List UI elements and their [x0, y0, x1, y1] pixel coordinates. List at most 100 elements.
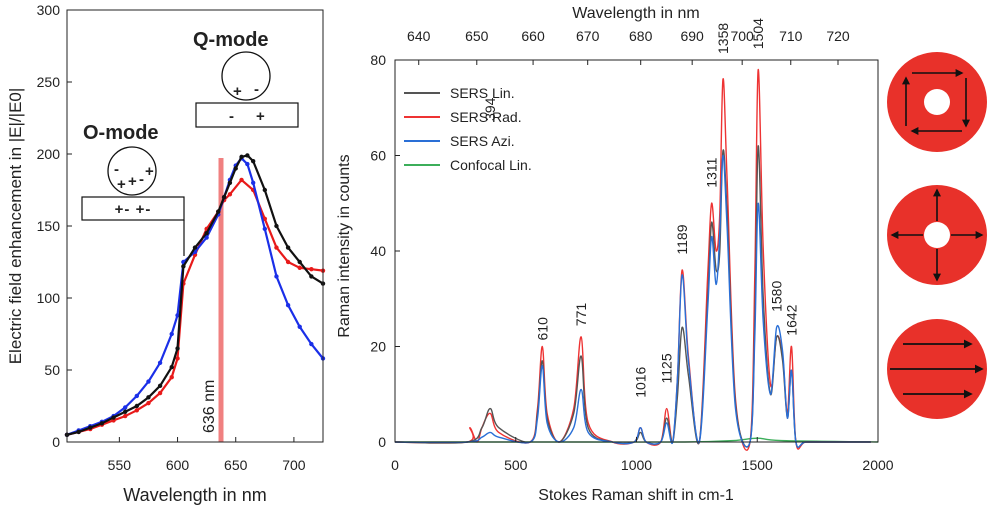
o-mode-charge: + [145, 163, 154, 180]
enhancement-data-point [157, 390, 163, 396]
enhancement-data-point [239, 154, 244, 160]
enhancement-data-point [309, 267, 314, 272]
enhancement-data-point [146, 395, 151, 400]
right-top-tick-label: 700 [730, 28, 754, 44]
field-enhancement-chart: 636 nm 550 600 650 700 0 50 100 150 200 250 300 W… [6, 2, 326, 505]
right-x-ticks: 0 500 1000 1500 2000 [391, 437, 894, 473]
right-top-tick-label: 660 [521, 28, 545, 44]
o-mode-charge: - [114, 161, 119, 178]
o-mode-charge: + [128, 173, 137, 190]
right-y-ticks: 0 20 40 60 80 [370, 52, 400, 450]
enhancement-data-point [134, 403, 140, 409]
peak-label: 610 [534, 317, 550, 341]
right-x-tick-label: 1500 [742, 457, 773, 473]
enhancement-data-point [169, 331, 174, 337]
left-y-tick-label: 300 [37, 2, 61, 18]
peak-label: 771 [573, 303, 589, 327]
enhancement-data-point [227, 192, 233, 197]
enhancement-data-point [297, 265, 302, 270]
left-x-tick-label: 700 [282, 457, 306, 473]
right-y-tick-label: 80 [370, 52, 386, 68]
left-x-tick-label: 600 [166, 457, 190, 473]
enhancement-data-point [227, 180, 233, 185]
enhancement-data-point [233, 166, 238, 171]
left-x-axis-label: Wavelength in nm [123, 485, 266, 505]
enhancement-data-point [274, 274, 279, 279]
peak-label: 1189 [674, 224, 690, 254]
enhancement-data-point [181, 264, 186, 269]
enhancement-data-point [216, 209, 221, 214]
enhancement-data-point [285, 245, 291, 250]
enhancement-data-point [221, 195, 227, 200]
q-mode-inset: Q-mode + - - + [193, 29, 299, 128]
left-y-tick-label: 50 [44, 362, 60, 378]
field-enhancement-series [64, 153, 326, 437]
o-mode-title: O-mode [83, 122, 159, 144]
linear-polarization-icon [887, 319, 987, 419]
enhancement-data-point [175, 346, 180, 351]
peak-label: 1125 [659, 353, 675, 383]
right-y-tick-label: 20 [370, 339, 386, 355]
right-top-tick-label: 710 [779, 28, 803, 44]
right-y-tick-label: 0 [378, 434, 386, 450]
enhancement-data-point [250, 180, 256, 185]
o-mode-sphere [107, 146, 157, 196]
enhancement-data-point [309, 274, 314, 279]
left-y-axis-label: Electric field enhancement in |E|/|E0| [6, 88, 25, 365]
enhancement-data-point [134, 408, 140, 413]
enhancement-data-point [285, 303, 291, 308]
laser-label: 636 nm [201, 380, 218, 433]
enhancement-data-point [175, 356, 180, 361]
enhancement-data-point [309, 341, 314, 347]
enhancement-data-point [245, 153, 250, 158]
peak-label: 1311 [704, 157, 720, 187]
left-y-tick-label: 150 [37, 218, 61, 234]
left-y-tick-label: 100 [37, 290, 61, 306]
q-mode-sphere [221, 51, 271, 101]
right-top-tick-label: 720 [826, 28, 850, 44]
right-top-tick-label: 670 [576, 28, 600, 44]
enhancement-data-point [192, 245, 198, 250]
q-mode-title: Q-mode [193, 29, 269, 51]
enhancement-data-point [157, 383, 163, 389]
o-mode-charge: + [117, 176, 126, 193]
enhancement-data-point [274, 223, 279, 229]
right-x-tick-label: 500 [504, 457, 528, 473]
peak-label: 1580 [769, 281, 785, 312]
q-mode-charge: - [254, 81, 259, 98]
enhancement-data-point [274, 245, 279, 250]
enhancement-data-point [157, 360, 163, 365]
q-mode-charge: + [233, 83, 242, 100]
enhancement-data-point [88, 425, 93, 430]
peak-labels: 394 610 771 1016 1125 1189 1311 1358 1504 1580164… [482, 18, 799, 398]
right-x-tick-label: 2000 [862, 457, 893, 473]
peak-label: 1016 [632, 366, 648, 397]
enhancement-data-point [204, 231, 209, 236]
left-x-tick-label: 650 [224, 457, 248, 473]
azimuthal-polarization-icon [887, 52, 987, 152]
enhancement-data-point [175, 313, 180, 318]
enhancement-data-point [245, 161, 250, 167]
enhancement-data-point [122, 405, 128, 410]
enhancement-data-point [99, 421, 105, 426]
right-top-tick-label: 690 [680, 28, 704, 44]
enhancement-data-point [134, 393, 140, 399]
peak-label: 1358 [715, 23, 731, 54]
left-plot-frame [66, 9, 324, 443]
right-y-tick-label: 40 [370, 243, 386, 259]
enhancement-data-point [169, 364, 174, 370]
right-top-tick-label: 640 [407, 28, 431, 44]
left-y-ticks: 0 50 100 150 200 250 300 [37, 2, 72, 450]
legend-label: SERS Azi. [450, 133, 515, 149]
enhancement-data-point [262, 226, 268, 232]
o-mode-substrate-charges: +- +- [115, 201, 152, 218]
o-mode-substrate [81, 196, 185, 221]
q-mode-substrate [195, 102, 299, 128]
peak-label: 1504 [750, 18, 766, 49]
q-mode-substrate-charge: + [256, 108, 265, 125]
right-x-tick-label: 1000 [621, 457, 652, 473]
enhancement-data-point [250, 159, 256, 164]
right-top-tick-label: 680 [629, 28, 653, 44]
enhancement-data-point [285, 259, 291, 265]
